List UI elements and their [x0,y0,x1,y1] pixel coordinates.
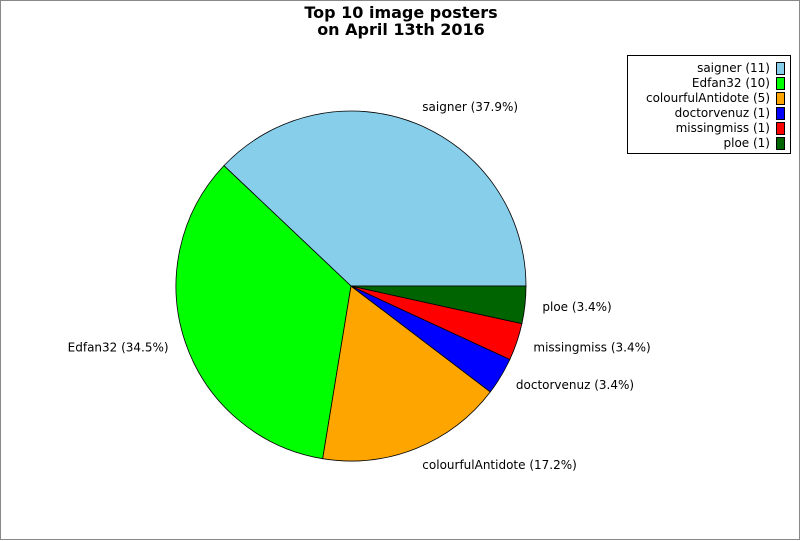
legend: saigner (11) Edfan32 (10) colourfulAntidot… [627,55,791,154]
pie-slice-ploe [350,285,527,325]
legend-label: doctorvenuz (1) [674,106,770,120]
chart-title: Top 10 image posters on April 13th 2016 [1,4,800,38]
legend-entry-saigner: saigner (11) [697,60,785,76]
pie-label-saigner: saigner (37.9%) [422,100,518,114]
pie-label-colourfulantidote: colourfulAntidote (17.2%) [422,458,577,472]
legend-label: Edfan32 (10) [691,76,770,90]
legend-label: missingmiss (1) [675,121,770,135]
legend-entry-edfan32: Edfan32 (10) [692,75,785,91]
legend-entry-missingmiss: missingmiss (1) [676,120,785,136]
legend-entry-ploe: ploe (1) [723,135,785,151]
legend-label: colourfulAntidote (5) [645,91,770,105]
legend-swatch [776,121,785,135]
legend-swatch [776,91,785,105]
chart-title-line-2: on April 13th 2016 [317,20,485,39]
legend-label: saigner (11) [697,61,770,75]
pie-label-doctorvenuz: doctorvenuz (3.4%) [516,378,634,392]
pie-label-edfan32: Edfan32 (34.5%) [68,341,169,355]
legend-swatch [776,136,785,150]
pie-label-missingmiss: missingmiss (3.4%) [533,341,650,355]
chart-title-line-1: Top 10 image posters [304,3,498,22]
legend-swatch [776,76,785,90]
legend-entry-colourfulantidote: colourfulAntidote (5) [646,90,785,106]
legend-entry-doctorvenuz: doctorvenuz (1) [675,105,785,121]
pie-slice-saigner [223,110,527,287]
pie-slice-colourfulantidote [322,285,491,462]
pie-slice-edfan32 [175,165,352,460]
pie-label-ploe: ploe (3.4%) [542,300,611,314]
legend-swatch [776,106,785,120]
legend-label: ploe (1) [723,136,771,150]
legend-swatch [776,61,785,75]
